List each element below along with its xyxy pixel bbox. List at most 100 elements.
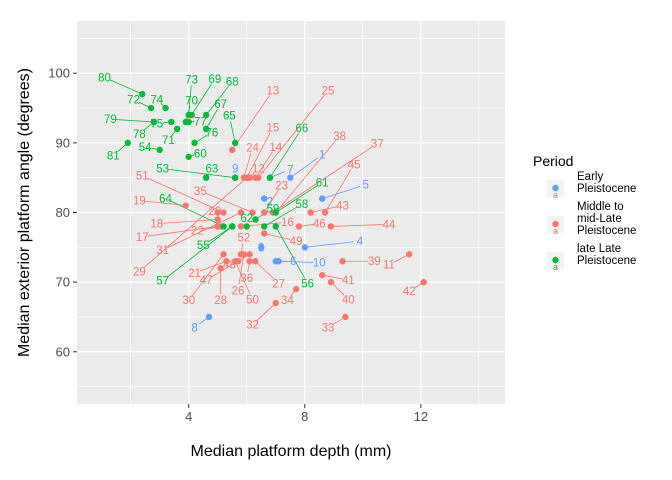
point-label-13: 13 [266, 86, 279, 98]
data-point-80 [139, 90, 146, 98]
point-label-8: 8 [191, 322, 197, 334]
point-label-64: 64 [159, 194, 172, 206]
data-point-29 [243, 174, 250, 181]
data-point-45 [321, 209, 329, 216]
point-label-65: 65 [223, 111, 236, 123]
data-point-35 [249, 209, 256, 216]
label-connector-58 [263, 206, 297, 227]
data-point-53 [231, 174, 239, 181]
label-connector-41 [322, 274, 343, 280]
data-point-57 [229, 223, 236, 230]
data-point-1 [287, 174, 294, 181]
data-point-28 [217, 265, 224, 272]
point-label-56: 56 [301, 279, 314, 291]
label-connector-4 [304, 241, 354, 248]
label-connector-73 [188, 85, 192, 116]
point-label-59: 59 [266, 203, 279, 215]
point-label-15: 15 [266, 123, 279, 135]
point-label-57: 57 [156, 276, 169, 288]
data-point-42 [420, 278, 427, 286]
legend-label-middle: Middle to mid-Late Pleistocene [577, 201, 636, 237]
label-connector-31 [167, 212, 242, 248]
data-point-46 [295, 223, 303, 230]
point-label-28: 28 [214, 295, 227, 307]
data-point-66 [266, 174, 274, 181]
point-label-68: 68 [226, 77, 239, 89]
legend-label-line: Middle to [577, 201, 624, 213]
legend-label-line: Pleistocene [577, 255, 636, 267]
label-connector-29 [143, 177, 248, 269]
data-point-19 [182, 202, 190, 209]
data-point-54 [156, 146, 163, 154]
legend: Period a Early Pleistocene a Middle to mid-La… [533, 153, 636, 272]
label-connector-67 [205, 108, 218, 130]
label-connector-57 [167, 226, 233, 278]
point-label-26: 26 [232, 285, 245, 297]
point-label-48: 48 [223, 260, 236, 272]
point-label-77: 77 [194, 116, 207, 128]
point-label-36: 36 [240, 273, 253, 285]
point-label-7: 7 [287, 164, 293, 176]
legend-label-line: Pleistocene [577, 183, 636, 195]
y-axis-title: Median exterior platform angle (degrees) [16, 68, 33, 357]
point-label-76: 76 [206, 127, 219, 139]
point-label-74: 74 [150, 95, 163, 107]
data-point-25 [255, 174, 262, 181]
label-connector-66 [269, 133, 299, 178]
point-label-29: 29 [133, 267, 146, 279]
label-connector-65 [230, 121, 236, 143]
x-tick-label: 8 [301, 409, 308, 424]
legend-label-line: late Late [577, 243, 621, 255]
label-connector-80 [109, 79, 143, 95]
legend-key-letter-middle: a [553, 226, 558, 236]
legend-label-line: mid-Late [577, 213, 622, 225]
data-point-2 [260, 195, 268, 202]
x-tick-label: 4 [185, 409, 192, 424]
y-tick-label: 100 [48, 66, 70, 81]
data-point-72 [147, 104, 155, 112]
label-connector-14 [255, 151, 273, 178]
point-label-43: 43 [336, 201, 349, 213]
data-point-52 [237, 251, 245, 258]
label-connector-55 [208, 226, 233, 243]
point-label-34: 34 [281, 295, 294, 307]
legend-label-early: Early Pleistocene [577, 171, 636, 195]
point-label-41: 41 [342, 275, 355, 287]
legend-key-letter-early: a [553, 190, 558, 200]
data-point-8 [205, 313, 213, 321]
point-label-70: 70 [185, 95, 198, 107]
label-connector-13 [231, 95, 270, 151]
label-connector-1 [290, 157, 318, 179]
point-label-5: 5 [363, 180, 369, 192]
data-point-63 [202, 174, 210, 181]
point-label-55: 55 [197, 240, 210, 252]
data-point-34 [292, 285, 300, 293]
point-label-54: 54 [139, 142, 152, 154]
data-point-41 [318, 271, 326, 279]
legend-key-letter-late: a [553, 262, 558, 272]
point-label-52: 52 [237, 233, 250, 245]
point-label-1: 1 [319, 150, 325, 162]
point-label-69: 69 [208, 74, 221, 86]
point-label-73: 73 [185, 74, 198, 86]
data-point-73 [185, 111, 192, 119]
legend-title: Period [533, 153, 573, 169]
point-label-51: 51 [136, 171, 149, 183]
point-label-80: 80 [98, 72, 111, 84]
x-tick-label: 12 [414, 409, 428, 424]
point-label-60: 60 [194, 148, 207, 160]
data-point-44 [327, 223, 335, 230]
data-point-33 [342, 313, 349, 321]
point-label-2: 2 [267, 196, 273, 208]
data-point-18 [214, 216, 221, 223]
point-label-11: 11 [383, 260, 395, 272]
data-point-61 [272, 209, 279, 216]
point-label-40: 40 [342, 295, 355, 307]
label-connector-25 [258, 95, 325, 178]
point-label-81: 81 [107, 150, 120, 162]
label-connector-5 [322, 186, 361, 199]
data-point-21 [223, 258, 230, 265]
label-connector-69 [191, 83, 212, 116]
